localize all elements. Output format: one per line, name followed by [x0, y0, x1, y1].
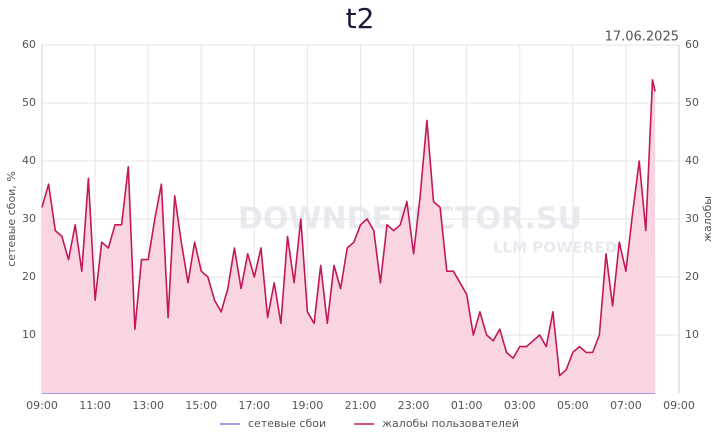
y2-tick-label: 10 [685, 328, 699, 341]
y-tick-label: 20 [22, 270, 36, 283]
x-tick-label: 23:00 [398, 399, 430, 412]
y2-tick-label: 20 [685, 270, 699, 283]
x-tick-label: 03:00 [504, 399, 536, 412]
y-tick-label: 30 [22, 212, 36, 225]
watermark-sub: LLM POWERED [493, 239, 617, 257]
legend: сетевые сбои жалобы пользователей [220, 417, 519, 430]
x-tick-label: 09:00 [663, 399, 695, 412]
x-tick-label: 01:00 [451, 399, 483, 412]
x-tick-label: 11:00 [79, 399, 111, 412]
x-tick-label: 13:00 [132, 399, 164, 412]
legend-label: жалобы пользователей [382, 417, 519, 430]
x-tick-label: 15:00 [185, 399, 217, 412]
x-tick-label: 09:00 [26, 399, 58, 412]
y2-tick-label: 30 [685, 212, 699, 225]
x-tick-label: 07:00 [610, 399, 642, 412]
y-tick-label: 10 [22, 328, 36, 341]
x-tick-label: 19:00 [292, 399, 324, 412]
y-tick-label: 50 [22, 96, 36, 109]
y2-tick-label: 50 [685, 96, 699, 109]
line [41, 79, 656, 377]
x-tick-label: 21:00 [345, 399, 377, 412]
y-axis-label: сетевые сбои, % [5, 171, 18, 267]
area [42, 79, 656, 394]
date: 17.06.2025 [605, 30, 679, 45]
y2-axis-label: жалобы [701, 196, 714, 242]
x-tick-label: 17:00 [238, 399, 270, 412]
y-tick-label: 40 [22, 154, 36, 167]
y2-tick-label: 60 [685, 38, 699, 51]
chart-title: t2 [346, 2, 375, 35]
x-tick-label: 05:00 [557, 399, 589, 412]
y-tick-label: 60 [22, 38, 36, 51]
y2-tick-label: 40 [685, 154, 699, 167]
legend-label: сетевые сбои [248, 417, 326, 430]
